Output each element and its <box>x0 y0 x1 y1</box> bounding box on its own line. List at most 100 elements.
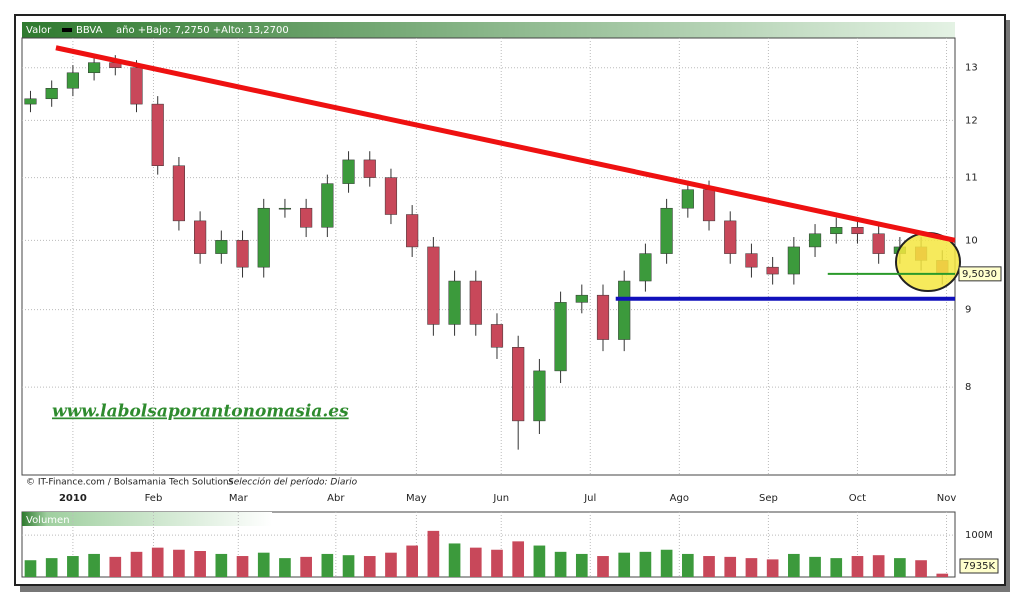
candle-body <box>342 159 355 184</box>
volume-bar <box>788 553 800 577</box>
volume-bar <box>24 560 37 577</box>
candle-body <box>321 183 334 228</box>
volume-bar <box>724 556 737 577</box>
x-tick-label: Mar <box>229 493 249 504</box>
y-tick-label: 9 <box>965 305 971 316</box>
volume-bar <box>894 558 906 577</box>
volume-bar <box>88 553 100 577</box>
volume-bar <box>703 556 715 577</box>
candle-body <box>194 220 207 254</box>
candle-body <box>215 240 228 254</box>
candle-body <box>427 246 440 325</box>
candle-body <box>554 302 567 372</box>
candle-body <box>236 240 249 268</box>
volume-bar <box>67 556 79 577</box>
volume-bar <box>809 556 821 577</box>
candle-body <box>66 72 79 89</box>
candle-body <box>596 294 610 340</box>
volume-bar <box>533 545 546 577</box>
candle-body <box>512 347 525 422</box>
volume-bar <box>639 551 652 577</box>
volume-bar <box>448 543 461 577</box>
volume-bar <box>151 547 164 577</box>
y-tick-label: 8 <box>965 382 971 393</box>
x-tick-label: 2010 <box>59 493 87 504</box>
candle-body <box>151 103 164 166</box>
x-tick-label: Oct <box>849 493 866 504</box>
volume-label: Volumen <box>26 515 70 526</box>
candle-body <box>300 207 313 228</box>
volume-bar <box>491 549 503 577</box>
price-label-box <box>958 266 1002 282</box>
x-tick-label: Nov <box>937 493 957 504</box>
header-range: año +Bajo: 7,2750 +Alto: 13,2700 <box>116 25 289 36</box>
header-label: Valor <box>26 25 52 36</box>
trendline <box>55 45 956 243</box>
volume-bar <box>300 556 312 577</box>
volume-bar <box>660 549 673 577</box>
price-label: 9,5030 <box>962 269 997 280</box>
volume-bar <box>830 558 843 577</box>
candle-body <box>88 62 101 74</box>
volume-bar <box>872 555 885 577</box>
candle-body <box>660 207 673 254</box>
candle-body <box>681 189 694 209</box>
footer-credit: © IT-Finance.com / Bolsamania Tech Solut… <box>26 478 234 488</box>
watermark: www.labolsaporantonomasia.es <box>52 402 349 422</box>
candle-body <box>851 227 864 235</box>
volume-bar <box>851 556 864 577</box>
volume-bar <box>915 560 927 577</box>
candle-body <box>469 280 482 325</box>
volume-bar <box>427 530 440 577</box>
y-tick-label: 13 <box>965 63 978 74</box>
volume-bar <box>936 573 949 577</box>
candle-body <box>45 88 58 100</box>
footer-period: Selección del período: Diario <box>228 477 358 488</box>
candle-body <box>702 189 716 222</box>
volume-bar <box>385 552 397 577</box>
volume-bar <box>745 558 758 577</box>
candle-body <box>363 159 376 178</box>
x-tick-label: Sep <box>759 493 778 504</box>
candle-body <box>575 294 588 303</box>
volume-bar <box>575 553 588 577</box>
candle-body <box>724 220 737 254</box>
x-tick-label: May <box>406 493 427 504</box>
x-tick-label: Abr <box>327 493 345 504</box>
volume-bar <box>597 556 609 577</box>
volume-bar <box>236 556 249 577</box>
candle-body <box>787 246 800 275</box>
candle-body <box>533 370 546 422</box>
candle-body <box>490 324 504 348</box>
x-tick-label: Jun <box>492 493 509 504</box>
volume-area <box>21 511 956 578</box>
volume-bar <box>554 551 567 577</box>
x-tick-label: Ago <box>670 493 689 504</box>
volume-bar <box>194 551 206 577</box>
volume-value-label: 7935K <box>963 561 995 572</box>
volume-bar <box>22 512 272 526</box>
volume-bar <box>342 555 355 577</box>
x-tick-label: Jul <box>583 493 596 504</box>
volume-bar <box>469 547 482 577</box>
candle-body <box>830 227 843 235</box>
y-tick-label: 12 <box>965 115 978 126</box>
series-icon <box>62 28 72 32</box>
candle-body <box>639 253 652 282</box>
volume-bar <box>512 541 525 577</box>
y-tick-label: 10 <box>965 235 978 246</box>
volume-bar <box>257 552 270 577</box>
candle-body <box>130 67 143 105</box>
candle-body <box>24 98 37 105</box>
candle-body <box>172 165 185 222</box>
candle-body <box>448 280 461 325</box>
candle-body <box>745 253 758 268</box>
volume-label-box <box>959 558 999 574</box>
volume-bar <box>681 553 694 577</box>
volume-bar <box>406 545 418 577</box>
volume-bar <box>618 552 631 577</box>
candle-body <box>257 207 270 268</box>
candle-body <box>808 233 822 248</box>
